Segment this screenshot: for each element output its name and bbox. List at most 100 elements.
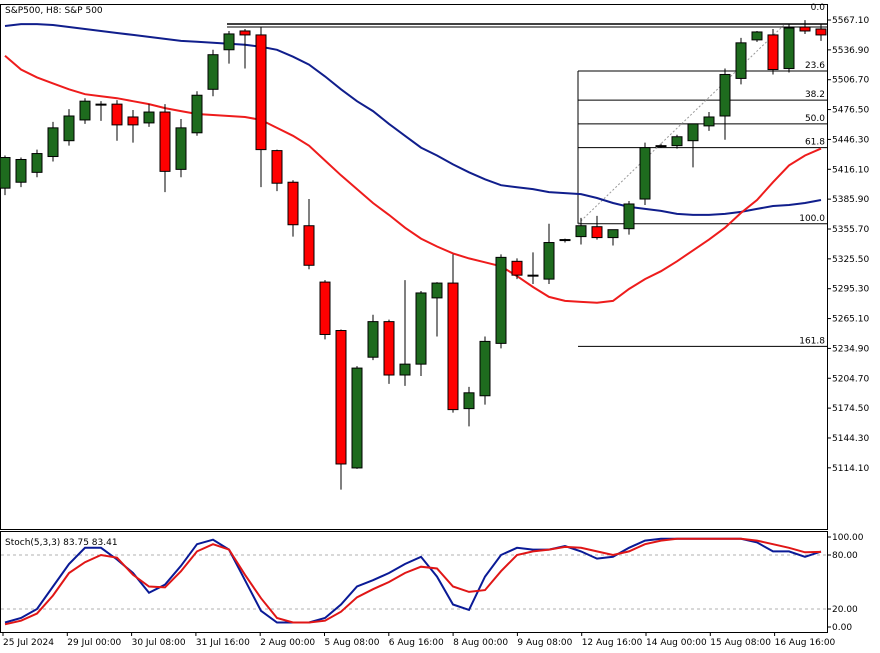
candle: [575, 217, 587, 245]
candle: [799, 20, 811, 34]
candle: [319, 280, 331, 340]
price-tick-label: 5295.30: [832, 285, 869, 295]
fib-level-label: 50.0: [805, 114, 825, 124]
stoch-lines: [4, 537, 822, 626]
candle: [671, 134, 683, 149]
candlesticks: [0, 20, 827, 490]
candle: [415, 290, 427, 376]
candle: [95, 101, 107, 121]
time-tick-label: 5 Aug 08:00: [325, 638, 380, 648]
candle-body-bull: [399, 363, 411, 376]
time-tick-label: 6 Aug 16:00: [389, 638, 444, 648]
candle: [543, 223, 555, 285]
candle-body-bear: [159, 111, 171, 172]
price-panel[interactable]: 0.0 23.6 38.2 50.0 61.8 100.0 161.8 5567.10 553…: [0, 3, 869, 530]
candle: [463, 386, 475, 427]
candle-body-bull: [79, 100, 91, 121]
time-tick-label: 31 Jul 16:00: [196, 638, 250, 648]
stoch-tick-label: 20.00: [832, 605, 858, 615]
price-tick-label: 5204.70: [832, 374, 869, 384]
candle-body-bull: [367, 321, 379, 358]
candle: [735, 37, 747, 85]
stochastic-panel[interactable]: 100.00 80.00 20.00 0.00 Stoch(5,3,3) 83.75 …: [0, 531, 864, 634]
candle: [591, 215, 603, 240]
candle-body-bear: [271, 150, 283, 184]
candle: [271, 149, 283, 192]
candle-body-bull: [735, 42, 747, 79]
candle: [335, 329, 347, 490]
candle: [255, 27, 267, 188]
candle: [159, 104, 171, 193]
candle-body-bull: [543, 242, 555, 280]
price-axis: 5567.10 5536.90 5506.70 5476.50 5446.30 5416.…: [827, 16, 869, 474]
candle: [399, 280, 411, 386]
candle-body-bear: [591, 226, 603, 239]
candle: [527, 252, 539, 285]
candle-body-bull: [15, 158, 27, 183]
candle-body-bull: [783, 27, 795, 70]
symbol-label: S&P500, H8: S&P 500: [5, 6, 103, 16]
price-panel-frame: [0, 4, 828, 530]
candle: [815, 24, 827, 41]
candle-body-bull: [751, 31, 763, 41]
candle-body-bull: [63, 115, 75, 142]
candle: [287, 180, 299, 237]
candle: [351, 366, 363, 469]
price-tick-label: 5385.90: [832, 195, 869, 205]
fibonacci-retracement[interactable]: 0.0 23.6 38.2 50.0 61.8 100.0 161.8: [227, 3, 827, 347]
candle-body-bull: [223, 33, 235, 51]
fib-level-label: 0.0: [811, 3, 826, 13]
fib-level-label: 38.2: [805, 90, 825, 100]
time-tick-label: 16 Aug 16:00: [775, 638, 836, 648]
candle: [239, 28, 251, 69]
candle-body-bull: [527, 274, 539, 277]
candle-body-bull: [671, 136, 683, 147]
candle: [479, 336, 491, 405]
candle-body-bull: [175, 127, 187, 170]
candle: [639, 142, 651, 205]
candle-body-bear: [383, 321, 395, 376]
candle: [719, 68, 731, 140]
time-tick-label: 15 Aug 08:00: [710, 638, 771, 648]
candle-body-bear: [335, 330, 347, 465]
candle: [447, 254, 459, 413]
candle-body-bull: [431, 282, 443, 299]
fast-moving-average: [4, 54, 822, 304]
candle-body-bull: [719, 73, 731, 117]
stoch-axis: 100.00 80.00 20.00 0.00: [827, 533, 864, 633]
price-tick-label: 5567.10: [832, 16, 869, 26]
slow-moving-average: [4, 23, 822, 216]
time-tick-label: 2 Aug 00:00: [260, 638, 315, 648]
candle-body-bear: [815, 28, 827, 36]
price-tick-label: 5114.10: [832, 464, 869, 474]
candle: [127, 110, 139, 143]
candle-body-bear: [287, 181, 299, 226]
candle: [31, 149, 43, 178]
time-tick-label: 9 Aug 08:00: [517, 638, 572, 648]
candle-body-bull: [495, 256, 507, 344]
stoch-label: Stoch(5,3,3) 83.75 83.41: [5, 538, 118, 548]
candle: [79, 98, 91, 124]
candle-body-bear: [767, 34, 779, 71]
time-tick-label: 8 Aug 00:00: [453, 638, 508, 648]
time-tick-label: 12 Aug 16:00: [582, 638, 643, 648]
candle: [383, 319, 395, 384]
candle: [63, 109, 75, 146]
candle: [111, 100, 123, 141]
fib-level-label: 161.8: [799, 336, 825, 346]
price-tick-label: 5355.70: [832, 225, 869, 235]
candle-body-bull: [655, 145, 667, 148]
candle-body-bull: [207, 54, 219, 90]
candle-body-bull: [639, 147, 651, 200]
stoch-panel-frame: [0, 531, 828, 633]
candle: [783, 24, 795, 73]
fib-level-label: 23.6: [805, 61, 825, 71]
time-tick-label: 29 Jul 00:00: [67, 638, 121, 648]
stoch-tick-label: 100.00: [832, 533, 864, 543]
candle-body-bear: [127, 116, 139, 126]
price-tick-label: 5234.90: [832, 344, 869, 354]
time-tick-label: 30 Jul 08:00: [132, 638, 186, 648]
candle-body-bull: [143, 111, 155, 124]
candle: [191, 91, 203, 136]
